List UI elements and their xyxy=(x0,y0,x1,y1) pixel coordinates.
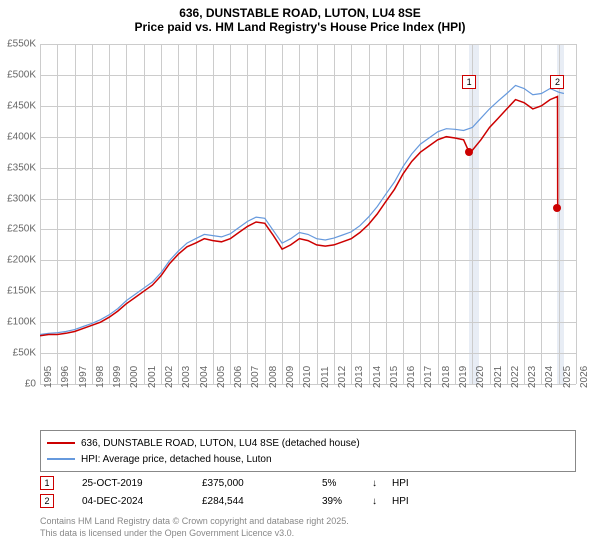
x-axis-label: 2021 xyxy=(493,366,504,388)
y-axis-label: £150K xyxy=(7,286,36,297)
attribution-text: Contains HM Land Registry data © Crown c… xyxy=(40,516,576,539)
series-line xyxy=(40,85,564,334)
x-axis-label: 2020 xyxy=(475,366,486,388)
x-axis-label: 2022 xyxy=(510,366,521,388)
y-axis-label: £200K xyxy=(7,255,36,266)
x-axis-label: 2017 xyxy=(423,366,434,388)
y-axis-label: £100K xyxy=(7,317,36,328)
x-axis-label: 2019 xyxy=(458,366,469,388)
legend-label: 636, DUNSTABLE ROAD, LUTON, LU4 8SE (det… xyxy=(81,438,360,449)
legend-row: HPI: Average price, detached house, Luto… xyxy=(47,451,569,467)
x-axis-label: 1997 xyxy=(78,366,89,388)
x-axis-label: 1995 xyxy=(43,366,54,388)
y-axis-label: £50K xyxy=(13,348,36,359)
x-axis-label: 2016 xyxy=(406,366,417,388)
data-row: 1 25-OCT-2019£375,0005%↓HPI xyxy=(40,474,576,492)
x-axis-label: 1996 xyxy=(60,366,71,388)
data-row-date: 04-DEC-2024 xyxy=(82,496,202,507)
legend-row: 636, DUNSTABLE ROAD, LUTON, LU4 8SE (det… xyxy=(47,435,569,451)
data-row-date: 25-OCT-2019 xyxy=(82,478,202,489)
x-axis-label: 2002 xyxy=(164,366,175,388)
title-line-2: Price paid vs. HM Land Registry's House … xyxy=(0,20,600,34)
x-axis-label: 1999 xyxy=(112,366,123,388)
x-axis-label: 2018 xyxy=(441,366,452,388)
y-axis-label: £500K xyxy=(7,69,36,80)
data-row-suffix: HPI xyxy=(392,496,432,507)
data-point-marker: 1 xyxy=(462,75,476,89)
x-axis-label: 1998 xyxy=(95,366,106,388)
data-row-price: £375,000 xyxy=(202,478,322,489)
data-row: 2 04-DEC-2024£284,54439%↓HPI xyxy=(40,492,576,510)
data-point-table: 1 25-OCT-2019£375,0005%↓HPI 2 04-DEC-2024£2… xyxy=(40,474,576,510)
attribution-line-1: Contains HM Land Registry data © Crown c… xyxy=(40,516,576,528)
y-axis-label: £400K xyxy=(7,131,36,142)
x-axis-label: 2011 xyxy=(320,366,331,388)
x-axis-label: 2013 xyxy=(354,366,365,388)
data-point-dot xyxy=(465,148,473,156)
series-line xyxy=(40,97,558,336)
legend-label: HPI: Average price, detached house, Luto… xyxy=(81,454,272,465)
x-axis-label: 2012 xyxy=(337,366,348,388)
x-axis-label: 2024 xyxy=(544,366,555,388)
y-axis-label: £550K xyxy=(7,39,36,50)
data-point-dot xyxy=(553,204,561,212)
title-line-1: 636, DUNSTABLE ROAD, LUTON, LU4 8SE xyxy=(0,6,600,20)
down-arrow-icon: ↓ xyxy=(372,496,392,507)
x-axis-label: 2023 xyxy=(527,366,538,388)
title-block: 636, DUNSTABLE ROAD, LUTON, LU4 8SE Pric… xyxy=(0,0,600,36)
legend-swatch xyxy=(47,458,75,460)
x-axis-label: 2003 xyxy=(181,366,192,388)
legend-swatch xyxy=(47,442,75,444)
y-axis-label: £0 xyxy=(25,379,36,390)
legend-box: 636, DUNSTABLE ROAD, LUTON, LU4 8SE (det… xyxy=(40,430,576,472)
data-row-percent: 39% xyxy=(322,496,372,507)
data-row-percent: 5% xyxy=(322,478,372,489)
x-axis-label: 2010 xyxy=(302,366,313,388)
x-axis-label: 2025 xyxy=(562,366,573,388)
data-point-marker: 2 xyxy=(550,75,564,89)
x-axis-label: 2007 xyxy=(250,366,261,388)
data-row-marker: 1 xyxy=(40,476,54,490)
data-row-suffix: HPI xyxy=(392,478,432,489)
data-row-marker: 2 xyxy=(40,494,54,508)
x-axis-label: 2008 xyxy=(268,366,279,388)
x-axis-label: 2006 xyxy=(233,366,244,388)
y-axis-label: £450K xyxy=(7,100,36,111)
chart-container: 636, DUNSTABLE ROAD, LUTON, LU4 8SE Pric… xyxy=(0,0,600,560)
x-axis-label: 2026 xyxy=(579,366,590,388)
down-arrow-icon: ↓ xyxy=(372,478,392,489)
y-axis-label: £250K xyxy=(7,224,36,235)
chart-plot-area: 12 £0£50K£100K£150K£200K£250K£300K£350K£… xyxy=(40,44,576,384)
data-row-price: £284,544 xyxy=(202,496,322,507)
x-axis-label: 2004 xyxy=(199,366,210,388)
y-axis-label: £350K xyxy=(7,162,36,173)
x-axis-label: 2009 xyxy=(285,366,296,388)
x-axis-label: 2001 xyxy=(147,366,158,388)
y-axis-label: £300K xyxy=(7,193,36,204)
gridline-vertical xyxy=(576,44,577,384)
x-axis-label: 2000 xyxy=(129,366,140,388)
x-axis-label: 2015 xyxy=(389,366,400,388)
attribution-line-2: This data is licensed under the Open Gov… xyxy=(40,528,576,540)
line-series-svg xyxy=(40,44,576,384)
x-axis-label: 2014 xyxy=(372,366,383,388)
x-axis-label: 2005 xyxy=(216,366,227,388)
